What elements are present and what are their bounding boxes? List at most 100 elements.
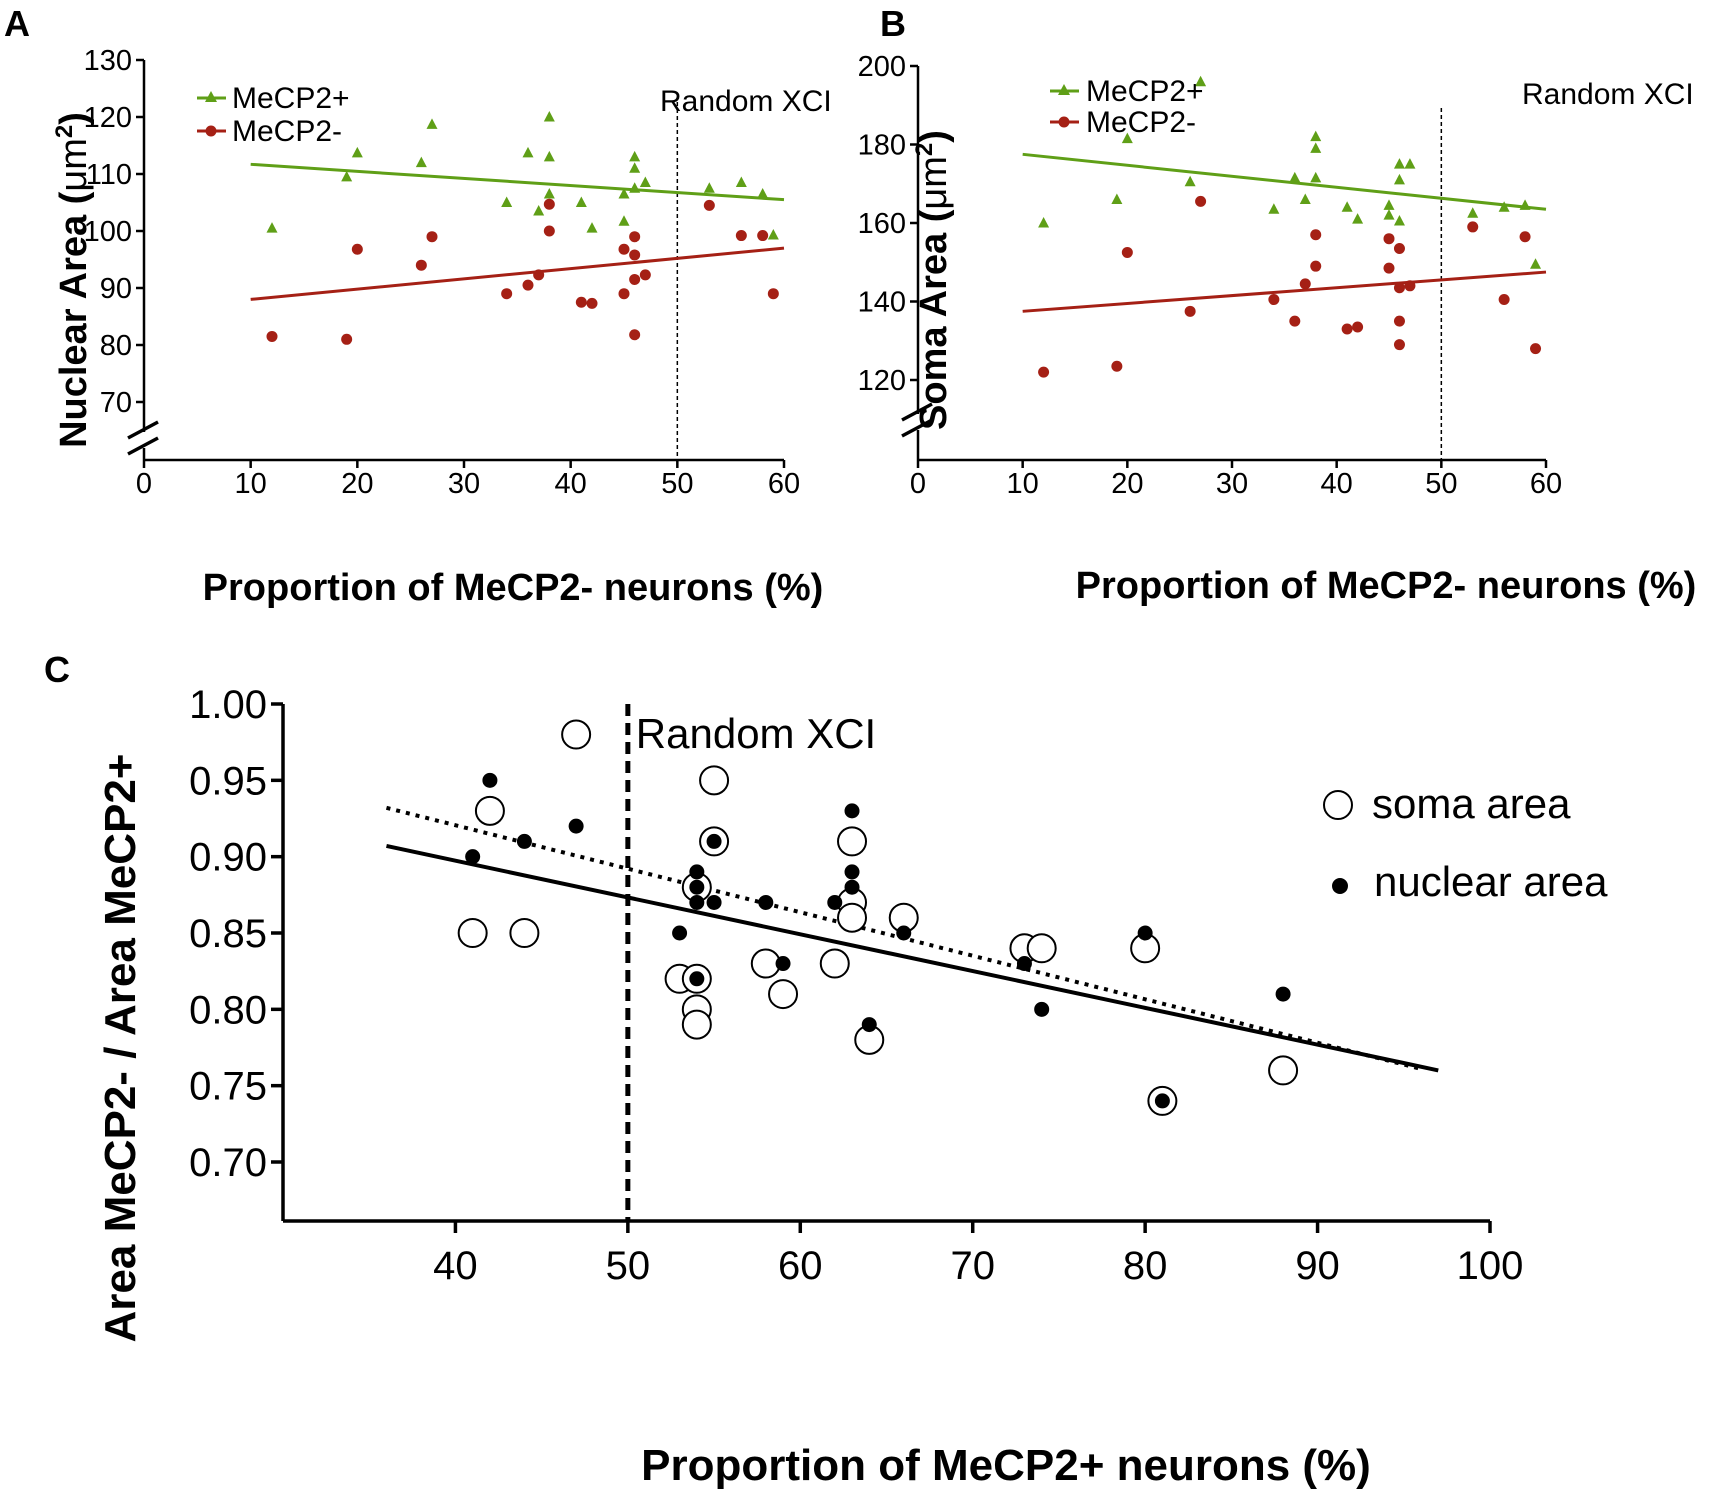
panel-a-legend-circle-icon [205, 125, 217, 137]
panel-b-x-tick-label: 0 [910, 468, 926, 500]
panel-c-y-axis-label: Area MeCP2- / Area MeCP2+ [96, 754, 145, 1343]
panel-c-point-filled-dot [1275, 986, 1291, 1002]
panel-a-x-tick-label: 10 [235, 468, 267, 500]
panel-b-point-circle [1383, 233, 1395, 245]
panel-b-point-circle [1184, 305, 1196, 317]
panel-c-axes [281, 704, 1490, 1223]
panel-b-point-circle [1393, 315, 1405, 327]
panel-b-point-circle [1111, 360, 1123, 372]
panel-c-point-open-circle [1268, 1055, 1299, 1086]
panel-a-points [266, 111, 779, 345]
panel-a-point-circle [575, 296, 587, 308]
panel-b-x-tick-label: 60 [1530, 468, 1562, 500]
panel-c-legend-nuclear-area: nuclear area [1374, 858, 1608, 905]
panel-c-point-filled-dot [1137, 925, 1153, 941]
panel-b-point-circle [1121, 246, 1133, 258]
panel-b-x-ticks: 0 10 20 30 40 50 60 [910, 460, 1562, 500]
panel-b-y-tick-label: 120 [858, 365, 906, 397]
panel-a-point-circle [757, 230, 769, 242]
panel-b-point-circle [1519, 231, 1531, 243]
panel-a-point-circle [522, 279, 534, 291]
panel-c-point-filled-dot [844, 803, 860, 819]
panel-a-random-xci-label: Random XCI [660, 85, 832, 118]
panel-b-point-circle [1404, 280, 1416, 292]
panel-b-x-tick-label: 30 [1216, 468, 1248, 500]
panel-label-c: C [44, 649, 70, 690]
panel-c-point-open-circle [474, 795, 505, 826]
panel-c-legend: soma area nuclear area [1323, 780, 1608, 905]
panel-c-x-tick-label: 100 [1457, 1244, 1524, 1288]
panel-b-point-triangle [1530, 258, 1542, 269]
panel-c-point-filled-dot [1034, 1001, 1050, 1017]
panel-c-point-filled-dot [844, 864, 860, 880]
panel-b-point-circle [1289, 315, 1301, 327]
panel-a-point-triangle [543, 111, 555, 122]
panel-b-point-triangle [1299, 193, 1311, 204]
panel-a-point-circle [629, 249, 641, 261]
panel-c-point-filled-dot [689, 971, 705, 987]
chart-panel-a: 0 10 20 30 40 50 60 70 80 90 100 110 120 130 Random … [51, 45, 832, 609]
panel-b-axes [901, 66, 1546, 462]
panel-a-point-triangle [735, 176, 747, 188]
panel-a-point-triangle [415, 156, 427, 168]
panel-a-point-triangle [586, 222, 598, 233]
panel-b-y-tick-label: 180 [858, 130, 906, 162]
panel-b-y-tick-label: 160 [858, 208, 906, 240]
panel-c-x-tick-label: 60 [778, 1244, 823, 1288]
panel-b-point-triangle [1383, 209, 1395, 220]
panel-c-point-filled-dot [465, 849, 481, 865]
panel-b-y-ticks: 120 140 160 180 200 [858, 51, 918, 397]
panel-a-point-circle [341, 333, 353, 345]
panel-c-y-tick-label: 0.75 [189, 1065, 267, 1109]
panel-b-point-circle [1310, 260, 1322, 272]
panel-a-point-triangle [629, 162, 641, 173]
panel-c-fit-line-2 [386, 844, 1439, 1073]
panel-c-point-filled-dot [896, 925, 912, 941]
panel-a-fit-line-2 [250, 246, 785, 301]
panel-b-y-tick-label: 140 [858, 287, 906, 319]
panel-c-point-filled-dot [672, 925, 688, 941]
panel-a-point-circle [703, 199, 715, 211]
panel-label-a: A [4, 3, 30, 44]
panel-b-point-circle [1310, 229, 1322, 241]
panel-b-point-triangle [1310, 130, 1322, 142]
panel-c-y-tick-label: 1.00 [189, 683, 267, 727]
panel-a-legend-mecp2-minus: MeCP2- [232, 115, 342, 148]
panel-a-y-tick-label: 70 [100, 387, 132, 419]
panel-b-point-triangle [1310, 171, 1322, 183]
panel-a-fit-line-1 [250, 162, 785, 202]
panel-c-x-ticks: 40 50 60 70 80 90 100 [433, 1221, 1523, 1288]
panel-a-fit-lines [250, 162, 785, 301]
panel-b-point-circle [1268, 294, 1280, 306]
panel-c-point-filled-dot [775, 956, 791, 972]
panel-b-point-triangle [1111, 193, 1123, 204]
panel-b-fit-line-1 [1022, 152, 1547, 211]
panel-a-point-circle [639, 269, 651, 281]
panel-a-legend-triangle-icon [205, 91, 217, 102]
panel-b-point-circle [1341, 323, 1353, 335]
panel-c-point-filled-dot [689, 864, 705, 880]
panel-b-point-circle [1195, 195, 1207, 207]
panel-c-y-tick-label: 0.80 [189, 988, 267, 1032]
panel-a-y-tick-label: 130 [84, 45, 132, 77]
panel-a-point-circle [735, 230, 747, 242]
panel-a-y-axis-label: Nuclear Area (μm2) [51, 112, 95, 448]
panel-c-point-filled-dot [758, 894, 774, 910]
panel-a-legend: MeCP2+ MeCP2- [197, 82, 350, 148]
panel-b-point-circle [1352, 321, 1364, 333]
panel-b-point-triangle [1310, 142, 1322, 153]
panel-c-point-filled-dot [861, 1017, 877, 1033]
panel-a-x-tick-label: 30 [448, 468, 480, 500]
panel-c-y-ticks: 0.70 0.75 0.80 0.85 0.90 0.95 1.00 [189, 683, 283, 1185]
panel-c-point-open-circle [457, 918, 488, 948]
panel-c-point-filled-dot [706, 833, 722, 849]
panel-b-point-triangle [1393, 173, 1405, 185]
panel-c-y-tick-label: 0.85 [189, 912, 267, 956]
panel-b-x-tick-label: 40 [1321, 468, 1353, 500]
panel-a-point-circle [629, 329, 641, 341]
panel-b-point-triangle [1467, 207, 1479, 218]
panel-a-point-triangle [629, 150, 641, 162]
panel-a-point-circle [426, 231, 438, 243]
panel-c-point-filled-dot [482, 772, 498, 788]
panel-a-axes [127, 60, 784, 462]
